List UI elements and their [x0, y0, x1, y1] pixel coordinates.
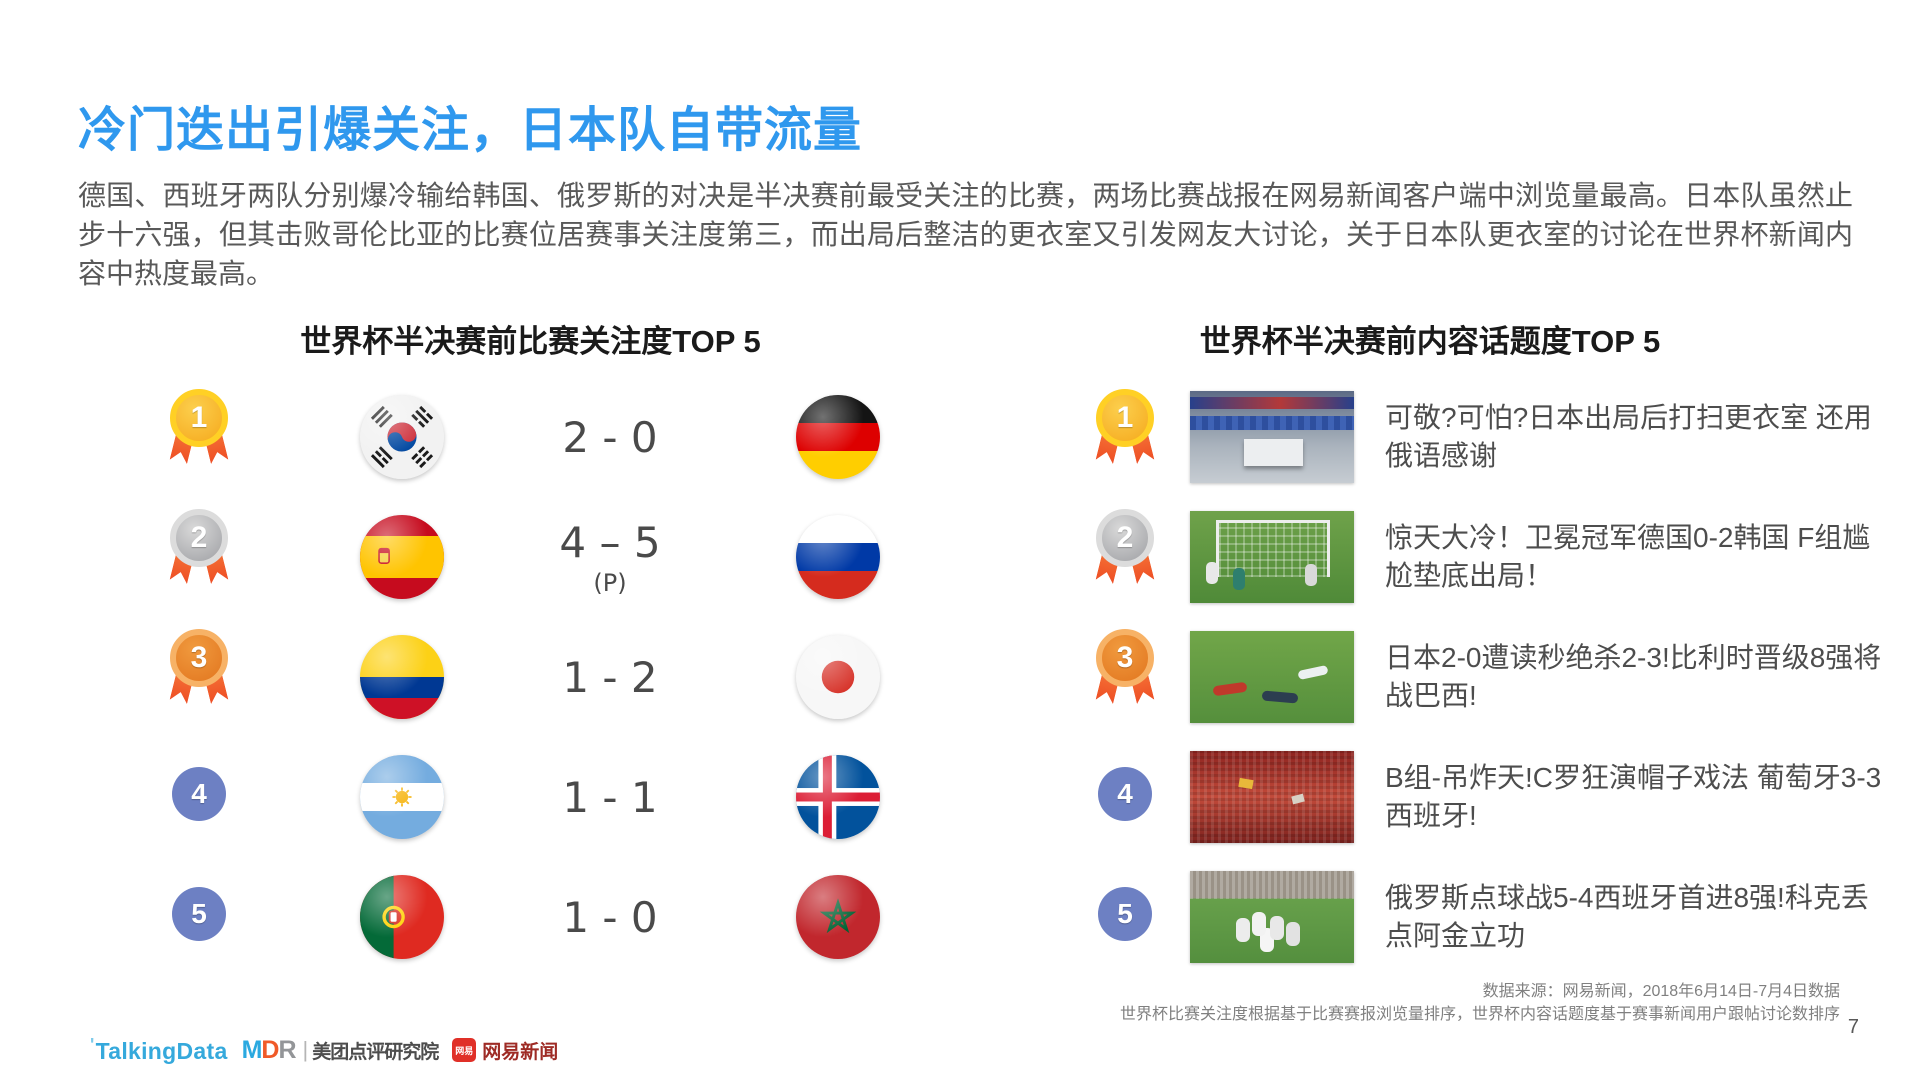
- rank-1-medal: 1: [1096, 389, 1154, 481]
- page-title: 冷门迭出引爆关注，日本队自带流量: [78, 104, 863, 158]
- rank-3-medal: 3: [1096, 629, 1154, 721]
- rank-number: 1: [170, 389, 228, 447]
- match-row: 3 1 - 2: [0, 617, 1921, 737]
- rank-number: 5: [1098, 887, 1152, 941]
- topic-row: 4 B组-吊炸天!C罗狂演帽子戏法 葡萄牙3-3西班牙!: [0, 737, 1921, 857]
- topic-row: 2 惊天大冷！卫冕冠军德国0-2韩国 F组尴尬垫底出局！: [0, 497, 1921, 617]
- topic-row: 1 可敬?可怕?日本出局后打扫更衣室 还用俄语感谢: [0, 377, 1921, 497]
- page-number: 7: [1847, 1016, 1859, 1038]
- match-row: 2 4 – 5 (P): [0, 497, 1921, 617]
- news-headline: 惊天大冷！卫冕冠军德国0-2韩国 F组尴尬垫底出局！: [1385, 522, 1871, 591]
- data-source-line2: 世界杯比赛关注度根据基于比赛赛报浏览量排序，世界杯内容话题度基于赛事新闻用户跟帖…: [1119, 1006, 1840, 1023]
- netease-news-logo: 网易 网易新闻: [452, 1037, 558, 1064]
- meituan-institute-label: 美团点评研究院: [312, 1041, 439, 1063]
- topics-section-title: 世界杯半决赛前内容话题度TOP 5: [1199, 323, 1661, 359]
- match-row: 1 2 - 0: [0, 377, 1921, 497]
- flag-iceland-icon: [796, 755, 880, 839]
- rank-number: 5: [172, 887, 226, 941]
- intro-paragraph: 德国、西班牙两队分别爆冷输给韩国、俄罗斯的对决是半决赛前最受关注的比赛，两场比赛…: [78, 180, 1853, 289]
- flag-argentina-icon: [360, 755, 444, 839]
- topic-row: 5 俄罗斯点球战5-4西班牙首进8强!科克丢点阿金立功: [0, 857, 1921, 977]
- talkingdata-logo: 'TalkingData: [90, 1035, 228, 1064]
- rank-2-medal: 2: [1096, 509, 1154, 601]
- news-headline: B组-吊炸天!C罗狂演帽子戏法 葡萄牙3-3西班牙!: [1385, 762, 1882, 831]
- data-source-note: 数据来源：网易新闻，2018年6月14日-7月4日数据 世界杯比赛关注度根据基于…: [1120, 980, 1840, 1026]
- news-thumbnail-red-crowd: [1190, 751, 1354, 843]
- rank-1-medal: 1: [170, 389, 228, 481]
- matches-section-title: 世界杯半决赛前比赛关注度TOP 5: [300, 323, 761, 359]
- netease-news-label: 网易新闻: [482, 1041, 559, 1063]
- flag-portugal-icon: [360, 875, 444, 959]
- match-score: 1 - 0: [562, 892, 658, 942]
- mdr-letter: M: [241, 1035, 263, 1064]
- rank-number: 3: [1096, 629, 1154, 687]
- news-headline: 可敬?可怕?日本出局后打扫更衣室 还用俄语感谢: [1385, 402, 1872, 471]
- mdr-letter: D: [261, 1035, 279, 1064]
- rank-5-medal: 5: [170, 887, 228, 945]
- data-source-line1: 数据来源：网易新闻，2018年6月14日-7月4日数据: [1482, 983, 1840, 1000]
- rank-number: 4: [1098, 767, 1152, 821]
- news-thumbnail-players-on-pitch: [1190, 631, 1354, 723]
- flag-colombia-icon: [360, 635, 444, 719]
- flag-south-korea-icon: [360, 395, 444, 479]
- news-thumbnail-locker-room: [1190, 391, 1354, 483]
- rank-3-medal: 3: [170, 629, 228, 721]
- rank-number: 4: [172, 767, 226, 821]
- talkingdata-tick-icon: ': [90, 1035, 95, 1055]
- match-score: 1 - 1: [562, 772, 658, 822]
- netease-badge-icon: 网易: [452, 1038, 477, 1062]
- rank-4-medal: 4: [170, 767, 228, 825]
- flag-morocco-icon: [796, 875, 880, 959]
- news-thumbnail-team-celebration: [1190, 871, 1354, 963]
- rank-number: 2: [170, 509, 228, 567]
- rank-number: 1: [1096, 389, 1154, 447]
- rank-4-medal: 4: [1096, 767, 1154, 825]
- flag-japan-icon: [796, 635, 880, 719]
- match-score: 4 – 5 (P): [559, 517, 661, 597]
- logo-divider: |: [302, 1037, 309, 1062]
- penalty-note: (P): [593, 568, 627, 597]
- topic-row: 3 日本2-0遭读秒绝杀2-3!比利时晋级8强将战巴西!: [0, 617, 1921, 737]
- match-score: 1 - 2: [562, 652, 658, 702]
- match-score: 2 - 0: [562, 412, 658, 462]
- match-row: 5 1 - 0: [0, 857, 1921, 977]
- rank-2-medal: 2: [170, 509, 228, 601]
- match-row: 4 1 - 1: [0, 737, 1921, 857]
- rank-5-medal: 5: [1096, 887, 1154, 945]
- news-headline: 俄罗斯点球战5-4西班牙首进8强!科克丢点阿金立功: [1385, 882, 1869, 951]
- flag-spain-icon: [360, 515, 444, 599]
- mdr-letter: R: [278, 1035, 296, 1064]
- news-thumbnail-goal-scene: [1190, 511, 1354, 603]
- news-headline: 日本2-0遭读秒绝杀2-3!比利时晋级8强将战巴西!: [1385, 642, 1882, 711]
- rank-number: 3: [170, 629, 228, 687]
- rank-number: 2: [1096, 509, 1154, 567]
